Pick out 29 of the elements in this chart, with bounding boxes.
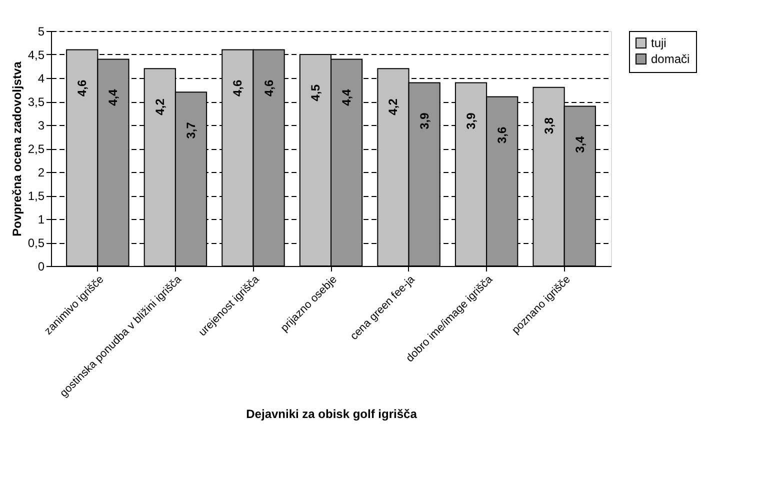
data-label: 4,2 <box>152 98 167 116</box>
legend-label: domači <box>651 52 690 66</box>
data-label: 4,4 <box>106 88 120 106</box>
y-tick-label: 2,5 <box>28 142 45 156</box>
data-label: 4,6 <box>262 79 276 96</box>
data-label: 4,5 <box>308 84 322 102</box>
y-tick-label: 2 <box>38 166 45 180</box>
x-axis-title: Dejavniki za obisk golf igrišča <box>246 406 418 421</box>
y-tick-label: 0 <box>38 260 45 274</box>
data-label: 4,6 <box>230 79 245 96</box>
legend-label: tuji <box>651 36 666 50</box>
y-tick-label: 4,5 <box>28 48 45 62</box>
y-tick-label: 1,5 <box>28 189 45 203</box>
data-label: 3,8 <box>542 117 556 134</box>
y-axis-title: Povprečna ocena zadovoljstva <box>10 61 24 236</box>
y-tick-label: 0,5 <box>28 236 45 250</box>
data-label: 4,4 <box>340 88 354 106</box>
data-label: 3,7 <box>184 122 198 139</box>
data-label: 3,4 <box>572 136 587 153</box>
y-tick-label: 3,5 <box>28 95 45 109</box>
y-tick-label: 1 <box>38 212 45 226</box>
data-label: 4,2 <box>386 98 400 116</box>
data-label: 3,6 <box>495 126 510 144</box>
data-label: 4,6 <box>75 79 90 96</box>
data-label: 3,9 <box>464 112 478 130</box>
y-tick-label: 4 <box>38 72 45 86</box>
y-tick-label: 3 <box>38 118 45 132</box>
y-tick-label: 5 <box>38 24 45 38</box>
data-label: 3,9 <box>417 112 432 130</box>
